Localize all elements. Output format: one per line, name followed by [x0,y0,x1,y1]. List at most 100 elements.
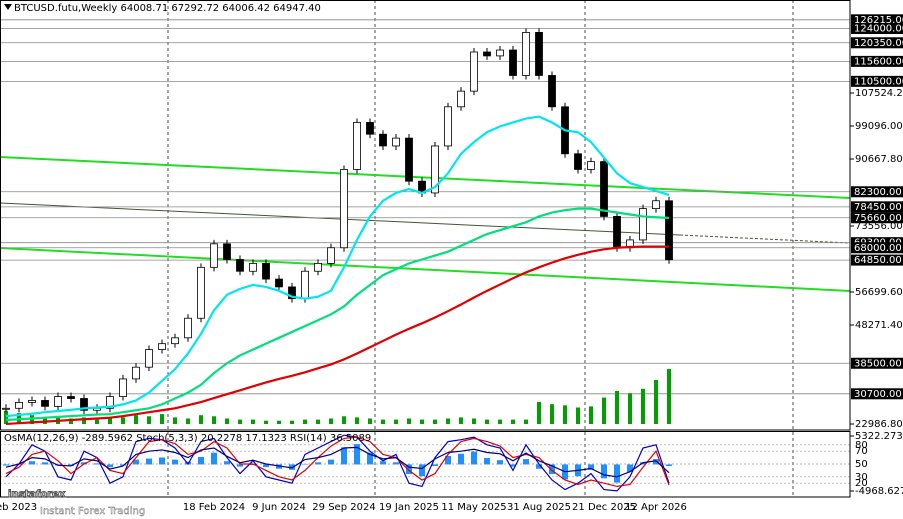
candle [535,32,543,76]
watermark-brand: instaforex [8,489,66,500]
volume-bar [342,416,346,424]
volume-bar [95,419,99,424]
candle [106,396,114,409]
osc-y2-tick-label: 5322.2737 [855,431,903,442]
volume-bar [407,418,411,424]
candle [496,49,504,57]
level-label: 82300.00 [854,187,902,198]
volume-bar [173,417,177,424]
osc-tick-label: 30 [855,472,868,483]
menu-arrow[interactable] [4,4,12,10]
volume-bar [303,419,307,424]
volume-bar [485,419,489,424]
level-label-bg [851,37,903,49]
volume-bar [368,418,372,424]
level-label-bg [851,388,903,400]
candle [288,286,296,300]
osma-bar [406,464,412,475]
osma-bar [471,451,477,465]
osc-tick-label: 50 [855,459,868,470]
candle [405,137,413,182]
volume-bar [511,419,515,424]
volume-bar [199,415,203,424]
volume-bar [121,417,125,424]
osma-bar [211,452,217,465]
level-label-bg [851,242,903,254]
moving-average [5,207,670,422]
osc-tick-label: 80 [855,440,868,451]
osma-bar [497,460,503,465]
level-label: 68000.00 [854,243,902,254]
level-label: 124000.00 [854,23,903,34]
osc-tick-label: 70 [855,446,868,457]
candle [67,396,75,399]
candle [301,270,309,300]
volume-bar [576,407,580,424]
x-tick-label: 9 Jun 2024 [252,502,306,513]
main-panel-border [0,0,851,431]
candle [314,263,322,272]
volume-bar [381,419,385,424]
osma-bar [159,457,165,465]
osma-bar [263,464,269,468]
osma-bar [549,464,555,475]
volume-bar [329,418,333,424]
x-tick-label: 11 May 2025 [441,502,506,513]
moving-average [5,115,670,418]
volume-bar [394,419,398,424]
volume-bar [30,415,34,424]
oscillator-panel-border [0,431,851,498]
candle [522,32,530,76]
watermark-tagline: Instant Forex Trading [40,506,145,517]
volume-bar [160,414,164,424]
level-label-bg [851,201,903,213]
level-label-bg [851,14,903,26]
candle [54,396,62,407]
candle [353,122,361,170]
candle [639,208,647,241]
osma-bar [614,464,620,483]
osma-bar [302,463,308,465]
candle [444,106,452,147]
osma-bar [315,462,321,465]
volume-bar [251,419,255,424]
level-label: 64850.00 [854,255,902,266]
candle [80,398,88,411]
osma-bar [29,461,35,465]
chart-title: BTCUSD.futu,Weekly 64008.71 67292.72 640… [14,3,321,14]
level-label: 120350.00 [854,38,903,49]
volume-bar [82,417,86,424]
y-tick-label: 90667.80 [855,154,903,165]
candle [15,402,23,409]
osma-bar [198,456,204,465]
osma-bar [172,459,178,465]
level-label-bg [851,254,903,266]
candle [431,145,439,194]
candle [28,400,36,403]
indicator-title: OsMA(12,26,9) -289.5962 Stoch(5,3,3) 20.… [4,433,371,444]
candle [587,161,595,170]
osma-bar [653,459,659,465]
osma-bar [510,464,516,467]
osma-bar [3,464,9,466]
candle [41,400,49,407]
level-label-bg [851,75,903,87]
volume-bar [134,415,138,424]
osma-bar [276,464,282,469]
volume-bar [4,410,8,424]
osma-bar [367,452,373,465]
osma-bar [627,464,633,472]
osma-bar [250,464,256,465]
candle [197,266,205,319]
osma-bar [445,455,451,465]
candle [2,407,10,410]
candle [158,343,166,350]
osc-y2-tick-label: -4968.6279 [855,486,903,497]
osma-bar [133,459,139,465]
volume-bar [355,417,359,424]
y-tick-label: 107524.20 [855,88,903,99]
x-tick-label: 31 Aug 2025 [507,502,571,513]
level-label-bg [851,22,903,34]
candle [483,51,491,57]
